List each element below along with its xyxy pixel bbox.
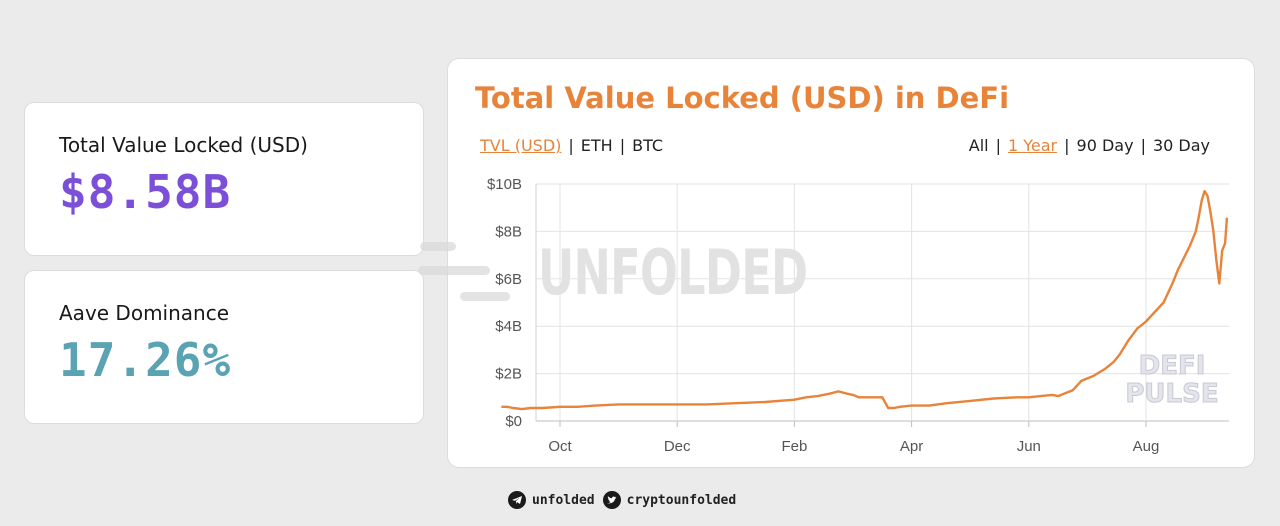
defi-pulse-watermark: DEFI PULSE (1122, 351, 1222, 409)
telegram-icon[interactable] (508, 491, 526, 509)
x-tick-label: Feb (781, 438, 807, 455)
pulse-line-2: PULSE (1125, 379, 1219, 409)
tvl-value: $8.58B (59, 165, 232, 219)
unfolded-watermark: UNFOLDED (418, 236, 808, 309)
y-tick-label: $8B (495, 223, 522, 240)
y-tick-label: $4B (495, 318, 522, 335)
unit-tabs: TVL (USD) | ETH | BTC (480, 136, 663, 155)
range-tabs: All | 1 Year | 90 Day | 30 Day (969, 136, 1210, 155)
tvl-card: Total Value Locked (USD) $8.58B (24, 102, 424, 256)
chart-title: Total Value Locked (USD) in DeFi (475, 81, 1010, 115)
dominance-value: 17.26% (59, 333, 232, 387)
tab-separator: | (1140, 136, 1146, 155)
tab-btc[interactable]: BTC (632, 136, 664, 155)
tab-separator: | (568, 136, 574, 155)
y-tick-label: $2B (495, 366, 522, 383)
pulse-line-1: DEFI (1138, 351, 1206, 381)
twitter-handle[interactable]: cryptounfolded (626, 492, 737, 508)
chart-card: Total Value Locked (USD) in DeFi TVL (US… (447, 58, 1255, 468)
tab-all[interactable]: All (968, 136, 989, 155)
tab-separator: | (619, 136, 626, 155)
tab-tvl-usd[interactable]: TVL (USD) (480, 136, 562, 155)
footer: unfolded cryptounfolded (508, 491, 744, 509)
twitter-icon[interactable] (602, 491, 621, 509)
tab-30-day[interactable]: 30 Day (1152, 136, 1210, 155)
x-tick-label: Dec (664, 438, 691, 455)
telegram-handle[interactable]: unfolded (532, 492, 595, 508)
x-tick-label: Oct (548, 438, 572, 455)
tab-eth[interactable]: ETH (580, 136, 613, 155)
dominance-label: Aave Dominance (59, 301, 230, 325)
x-tick-label: Aug (1133, 438, 1160, 455)
tab-90-day[interactable]: 90 Day (1076, 136, 1134, 155)
dominance-card: Aave Dominance 17.26% (24, 270, 424, 424)
y-tick-label: $0 (505, 413, 522, 430)
y-tick-label: $10B (487, 176, 522, 193)
x-tick-label: Jun (1017, 438, 1041, 455)
tab-1-year[interactable]: 1 Year (1007, 136, 1058, 155)
watermark-text: UNFOLDED (538, 236, 808, 309)
tvl-label: Total Value Locked (USD) (59, 133, 308, 157)
tvl-series-line (501, 189, 1229, 411)
tab-separator: | (995, 136, 1001, 155)
y-tick-label: $6B (495, 271, 522, 288)
tab-separator: | (1064, 136, 1070, 155)
x-tick-label: Apr (900, 438, 923, 455)
